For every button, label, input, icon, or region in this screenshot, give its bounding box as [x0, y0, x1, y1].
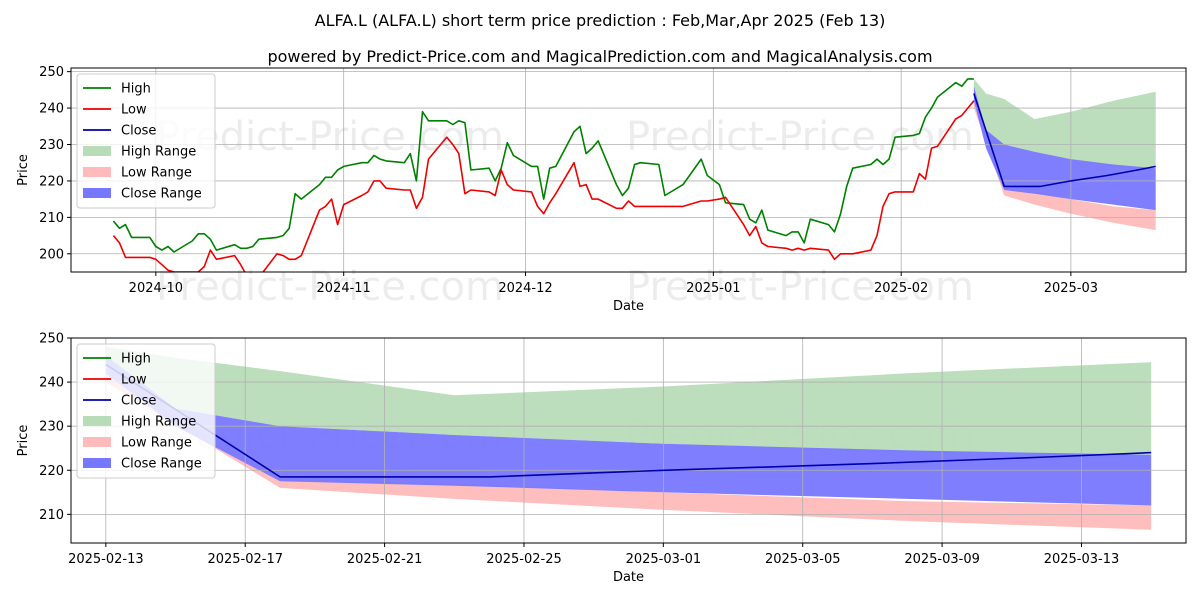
legend-label-low-range: Low Range: [121, 436, 192, 451]
legend-label-close-range: Close Range: [121, 457, 202, 472]
legend-label-high-range: High Range: [121, 145, 196, 160]
y-axis-label: Price: [16, 154, 31, 186]
legend-label-close: Close: [121, 124, 156, 139]
legend: High Low Close High Range Low Range Close Ran…: [76, 343, 216, 479]
high-range-band: [105, 346, 1152, 455]
low-range-band: [105, 373, 1152, 530]
legend-label-close: Close: [121, 394, 156, 409]
x-tick-label: 2024-11: [317, 281, 371, 296]
y-tick-label: 240: [39, 102, 64, 117]
series-lines: [105, 363, 1152, 478]
high-range-band: [973, 78, 1156, 169]
legend-label-low: Low: [121, 373, 147, 388]
close-range-band: [105, 355, 1152, 506]
legend-swatch-low-range: [83, 167, 111, 177]
y-tick-label: 230: [39, 138, 64, 153]
legend-swatch-close-range: [83, 188, 111, 198]
y-tick-label: 250: [39, 332, 64, 347]
legend-label-high: High: [121, 82, 151, 97]
y-tick-label: 210: [39, 508, 64, 523]
x-tick-label: 2025-03-01: [626, 552, 702, 567]
series-line-high: [112, 78, 974, 253]
chart-panel-top: Predict-Price.com Predict-Price.comPredic…: [16, 65, 1187, 314]
y-tick-label: 200: [39, 247, 64, 262]
x-tick-label: 2025-03: [1044, 281, 1098, 296]
range-bands: [973, 78, 1156, 231]
y-tick-label: 240: [39, 376, 64, 391]
legend-label-low: Low: [121, 103, 147, 118]
legend-swatch-high-range: [83, 416, 111, 426]
legend-label-low-range: Low Range: [121, 166, 192, 181]
chart-panel-bottom: Predict-Price.comPredict-Price.com2025-0…: [16, 332, 1187, 585]
series-line-close: [973, 93, 1156, 188]
x-tick-label: 2025-03-05: [765, 552, 841, 567]
x-axis-label: Date: [613, 570, 644, 585]
y-tick-label: 230: [39, 420, 64, 435]
y-tick-label: 210: [39, 211, 64, 226]
x-tick-label: 2025-02-21: [347, 552, 423, 567]
range-bands: [105, 346, 1152, 530]
x-tick-label: 2024-10: [129, 281, 183, 296]
x-tick-label: 2025-03-09: [904, 552, 980, 567]
x-tick-label: 2025-02-13: [68, 552, 144, 567]
legend-swatch-low-range: [83, 437, 111, 447]
legend-box: [76, 343, 216, 479]
series-line-low: [112, 100, 975, 272]
close-range-band: [973, 86, 1156, 211]
legend-label-close-range: Close Range: [121, 187, 202, 202]
watermark-text: Predict-Price.com: [626, 114, 974, 160]
legend-swatch-high-range: [83, 146, 111, 156]
y-tick-label: 220: [39, 174, 64, 189]
x-tick-label: 2025-03-13: [1044, 552, 1120, 567]
legend-label-high: High: [121, 352, 151, 367]
x-axis-label: Date: [613, 299, 644, 314]
legend: High Low Close High Range Low Range Close Ran…: [76, 73, 216, 209]
legend-box: [76, 73, 216, 209]
chart-title: ALFA.L (ALFA.L) short term price predict…: [315, 11, 886, 30]
axes-frame: [70, 337, 1187, 544]
legend-label-high-range: High Range: [121, 415, 196, 430]
low-range-band: [973, 100, 1156, 231]
series-lines: [112, 78, 1156, 272]
series-line-close: [105, 363, 1152, 478]
x-tick-label: 2025-02: [874, 281, 928, 296]
x-tick-label: 2025-02-25: [486, 552, 562, 567]
x-tick-label: 2025-02-17: [207, 552, 283, 567]
legend-swatch-close-range: [83, 458, 111, 468]
y-axis-label: Price: [16, 425, 31, 457]
y-tick-label: 250: [39, 65, 64, 80]
x-tick-label: 2024-12: [498, 281, 552, 296]
x-tick-label: 2025-01: [686, 281, 740, 296]
axes-frame: [70, 67, 1187, 273]
chart-subtitle: powered by Predict-Price.com and Magical…: [267, 47, 932, 66]
y-tick-label: 220: [39, 464, 64, 479]
